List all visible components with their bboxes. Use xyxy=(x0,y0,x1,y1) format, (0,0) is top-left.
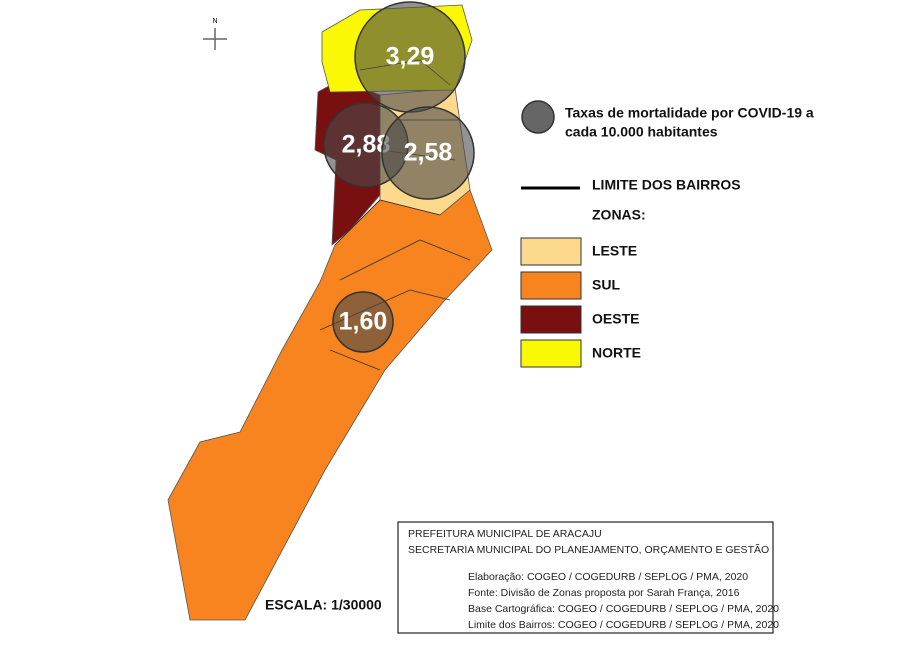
credits-line: Base Cartográfica: COGEO / COGEDURB / SE… xyxy=(468,603,779,615)
credits-box xyxy=(397,521,774,634)
rate-circle xyxy=(381,106,475,200)
compass-label: N xyxy=(212,18,217,25)
rate-legend-line: cada 10.000 habitantes xyxy=(565,124,718,140)
zone-label: OESTE xyxy=(592,311,639,327)
compass xyxy=(203,28,227,50)
rate-markers: 3,292,88 2,581,60 xyxy=(323,1,475,353)
credits-line: Limite dos Bairros: COGEO / COGEDURB / S… xyxy=(468,619,779,631)
credits-header: SECRETARIA MUNICIPAL DO PLANEJAMENTO, OR… xyxy=(408,543,769,556)
credits-header: PREFEITURA MUNICIPAL DE ARACAJU xyxy=(408,528,602,540)
rate-circle xyxy=(332,291,394,353)
zone-label: LESTE xyxy=(592,243,637,259)
boundary-legend: LIMITE DOS BAIRROS xyxy=(592,177,741,193)
zone-label: SUL xyxy=(592,277,620,293)
rate-legend-line: Taxas de mortalidade por COVID-19 a xyxy=(565,105,814,121)
zones-title: ZONAS: xyxy=(592,207,646,223)
zone-area xyxy=(167,189,493,621)
credits-line: Elaboração: COGEO / COGEDURB / SEPLOG / … xyxy=(468,571,748,583)
rate-label: 3,29 xyxy=(386,43,435,71)
rate-label: 2,58 xyxy=(404,139,453,167)
zone-label: NORTE xyxy=(592,345,641,361)
rate-label: 1,60 xyxy=(339,308,388,336)
zone-swatch xyxy=(520,271,582,300)
zone-swatch xyxy=(520,237,582,266)
zone-legend: LESTE SUL OESTE NORTE xyxy=(520,237,641,368)
credits-line: Fonte: Divisão de Zonas proposta por Sar… xyxy=(468,587,740,599)
zone-swatch xyxy=(520,339,582,368)
scale: ESCALA: 1/30000 xyxy=(265,597,382,613)
rate-legend-symbol xyxy=(521,100,555,134)
zone-swatch xyxy=(520,305,582,334)
